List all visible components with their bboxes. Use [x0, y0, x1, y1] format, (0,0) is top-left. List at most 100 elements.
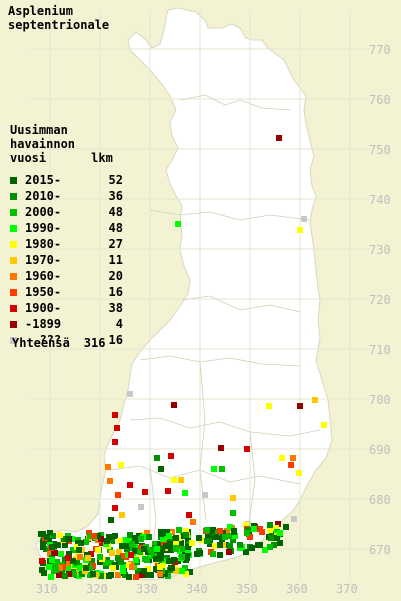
- legend-count: 4: [115, 317, 123, 331]
- observation-square: [57, 532, 63, 538]
- observation-square: [189, 540, 195, 546]
- observation-square: [108, 560, 114, 566]
- y-axis-label: 680: [369, 493, 391, 507]
- legend-swatch: [10, 336, 17, 344]
- observation-square: [283, 524, 289, 530]
- observation-square: [259, 529, 265, 535]
- legend-label: 1950-: [25, 285, 62, 299]
- observation-square: [138, 536, 144, 542]
- observation-square: [142, 489, 148, 495]
- observation-square: [167, 541, 173, 547]
- observation-square: [61, 536, 67, 542]
- observation-square: [127, 532, 133, 538]
- observation-square: [158, 549, 164, 555]
- legend-count: 16: [108, 333, 123, 347]
- observation-square: [120, 568, 126, 574]
- observation-square: [74, 560, 80, 566]
- legend-count: 16: [108, 285, 123, 299]
- observation-square: [185, 544, 191, 550]
- total-label: Yhteensä: [12, 336, 70, 350]
- observation-square: [171, 477, 177, 483]
- observation-square: [129, 564, 135, 570]
- observation-square: [180, 546, 186, 552]
- legend-heading-line3: vuosi: [10, 151, 47, 165]
- legend-count-heading: lkm: [91, 151, 113, 165]
- observation-square: [218, 445, 224, 451]
- observation-square: [230, 510, 236, 516]
- observation-square: [168, 453, 174, 459]
- observation-square: [119, 543, 125, 549]
- observation-square: [184, 555, 190, 561]
- observation-square: [110, 565, 116, 571]
- observation-square: [291, 516, 297, 522]
- observation-square: [251, 526, 257, 532]
- observation-square: [179, 554, 185, 560]
- observation-square: [145, 566, 151, 572]
- observation-square: [105, 464, 111, 470]
- observation-square: [52, 550, 58, 556]
- x-axis-label: 350: [236, 582, 258, 596]
- observation-square: [95, 533, 101, 539]
- y-axis-label: 770: [369, 43, 391, 57]
- observation-square: [273, 525, 279, 531]
- observation-square: [296, 470, 302, 476]
- observation-square: [77, 565, 83, 571]
- observation-square: [173, 539, 179, 545]
- observation-square: [57, 565, 63, 571]
- observation-square: [52, 562, 58, 568]
- observation-square: [132, 548, 138, 554]
- legend-item: 2010- 36: [10, 188, 123, 204]
- observation-square: [148, 547, 154, 553]
- y-axis-label: 700: [369, 393, 391, 407]
- observation-square: [205, 534, 211, 540]
- observation-square: [125, 562, 131, 568]
- observation-square: [70, 558, 76, 564]
- observation-square: [62, 573, 68, 579]
- observation-square: [141, 568, 147, 574]
- y-axis-label: 720: [369, 293, 391, 307]
- observation-square: [165, 488, 171, 494]
- observation-square: [183, 532, 189, 538]
- observation-square: [202, 492, 208, 498]
- observation-square: [66, 551, 72, 557]
- legend-label: 1900-: [25, 301, 62, 315]
- observation-square: [267, 544, 273, 550]
- observation-square: [183, 571, 189, 577]
- observation-square: [168, 547, 174, 553]
- observation-square: [173, 546, 179, 552]
- y-axis-label: 690: [369, 443, 391, 457]
- legend-swatch: [10, 320, 17, 328]
- observation-square: [112, 533, 118, 539]
- observation-square: [204, 527, 210, 533]
- observation-square: [217, 528, 223, 534]
- observation-square: [62, 542, 68, 548]
- observation-square: [107, 478, 113, 484]
- observation-square: [231, 529, 237, 535]
- legend-item: 1970- 11: [10, 252, 123, 268]
- observation-square: [153, 566, 159, 572]
- observation-square: [103, 560, 109, 566]
- observation-square: [44, 534, 50, 540]
- legend-swatch: [10, 304, 17, 312]
- x-axis-label: 320: [86, 582, 108, 596]
- observation-square: [146, 534, 152, 540]
- observation-square: [243, 549, 249, 555]
- legend-item: 1950- 16: [10, 284, 123, 300]
- observation-square: [85, 555, 91, 561]
- x-axis-label: 330: [136, 582, 158, 596]
- observation-square: [224, 528, 230, 534]
- observation-square: [279, 455, 285, 461]
- legend-item: ??? 16: [10, 332, 123, 348]
- observation-square: [71, 571, 77, 577]
- observation-square: [267, 522, 273, 528]
- observation-square: [157, 541, 163, 547]
- observation-square: [222, 534, 228, 540]
- observation-square: [262, 547, 268, 553]
- observation-square: [266, 403, 272, 409]
- observation-square: [217, 542, 223, 548]
- observation-square: [143, 572, 149, 578]
- observation-square: [77, 554, 83, 560]
- legend-swatch: [10, 272, 17, 280]
- observation-square: [244, 530, 250, 536]
